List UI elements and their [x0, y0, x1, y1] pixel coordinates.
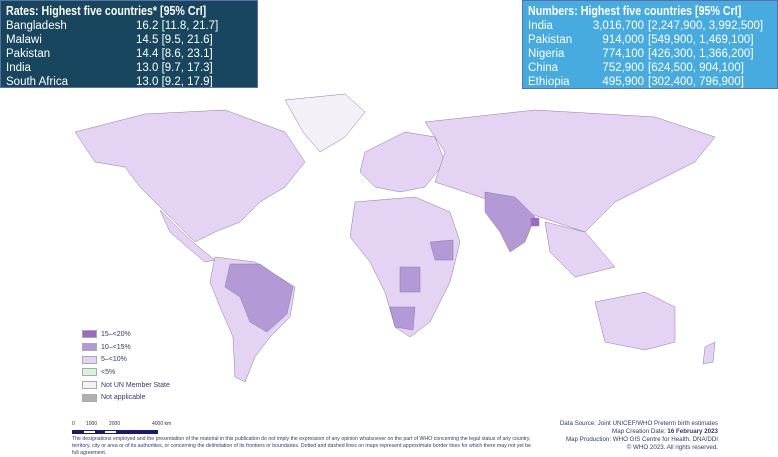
brazil	[224, 263, 294, 333]
legend-label: Not UN Member State	[101, 381, 170, 389]
legend-label: 10–<15%	[101, 343, 131, 351]
rates-row: South Africa 13.0 [9.2, 17.9]	[6, 75, 252, 88]
new-zealand	[702, 341, 716, 365]
creation-date-label: Map Creation Date:	[612, 428, 668, 435]
rates-row: Malawi 14.5 [9.5, 21.6]	[6, 33, 252, 47]
world-map	[74, 93, 716, 383]
legend-item: 5–<10%	[82, 353, 170, 366]
legend-item: Not UN Member State	[82, 379, 170, 392]
rates-title: Rates: Highest five countries* [95% CrI]	[6, 3, 207, 18]
legend-item: 15–<20%	[82, 328, 170, 341]
map-credits: Data Source: Joint UNICEF/WHO Preterm bi…	[560, 420, 718, 452]
rates-row: Bangladesh 16.2 [11.8, 21.7]	[6, 19, 252, 33]
south-asia	[484, 191, 536, 253]
legend-label: Not applicable	[101, 394, 146, 402]
legend-label: 5–<10%	[101, 356, 127, 364]
north-america	[74, 109, 306, 243]
map-production: Map Production: WHO GIS Centre for Healt…	[566, 436, 718, 443]
disclaimer: The designations employed and the presen…	[72, 436, 531, 456]
scale-label: 4000 km	[152, 421, 172, 427]
southeast-asia	[544, 221, 616, 278]
number-value: 3,016,700	[592, 20, 644, 32]
data-source: Data Source: Joint UNICEF/WHO Preterm bi…	[559, 420, 718, 427]
numbers-table: Numbers: Highest five countries [95% CrI…	[522, 0, 778, 89]
number-value: 752,900	[602, 62, 644, 74]
legend-label: <5%	[101, 368, 116, 376]
country-name: Nigeria	[528, 48, 565, 60]
country-name: Pakistan	[528, 34, 573, 46]
bangladesh	[530, 217, 540, 227]
legend-swatch	[82, 368, 97, 377]
legend-swatch	[82, 343, 97, 352]
numbers-row: Ethiopia 495,900 [302,400, 796,900]	[528, 75, 772, 88]
number-value: 774,100	[602, 48, 644, 60]
country-name: Pakistan	[6, 48, 51, 60]
numbers-row: Pakistan 914,000 [549,900, 1,469,100]	[528, 33, 772, 47]
number-interval: [549,900, 1,469,100]	[648, 34, 754, 46]
russia-asia	[424, 109, 716, 233]
legend-item: 10–<15%	[82, 341, 170, 354]
numbers-row: India 3,016,700 [2,247,900, 3,992,500]	[528, 19, 772, 33]
country-name: India	[6, 62, 31, 74]
rate-value: 14.5 [9.5, 21.6]	[136, 34, 213, 46]
africa-high-rates	[389, 239, 454, 331]
legend-swatch	[82, 355, 97, 364]
australia	[594, 291, 676, 351]
scale-label: 0	[72, 421, 75, 427]
rate-value: 16.2 [11.8, 21.7]	[136, 20, 219, 32]
number-interval: [426,300, 1,366,200]	[648, 48, 754, 60]
rate-value: 13.0 [9.2, 17.9]	[136, 76, 213, 88]
legend-label: 15–<20%	[101, 330, 131, 338]
numbers-row: Nigeria 774,100 [426,300, 1,366,200]	[528, 47, 772, 61]
country-name: Bangladesh	[6, 20, 67, 32]
number-interval: [2,247,900, 3,992,500]	[648, 20, 764, 32]
europe	[359, 131, 446, 193]
country-name: South Africa	[6, 76, 69, 88]
legend-item: Not applicable	[82, 391, 170, 404]
rates-row: Pakistan 14.4 [8.6, 23.1]	[6, 47, 252, 61]
legend-swatch	[82, 381, 97, 390]
scale-label: 1000	[86, 421, 98, 427]
creation-date: Map Creation Date: 16 February 2023	[560, 428, 718, 436]
number-value: 914,000	[602, 34, 644, 46]
creation-date-value: 16 February 2023	[667, 428, 718, 435]
legend-swatch	[82, 330, 97, 339]
number-interval: [624,500, 904,100]	[648, 62, 744, 74]
country-name: Ethiopia	[528, 76, 570, 88]
rates-table: Rates: Highest five countries* [95% CrI]…	[0, 0, 258, 88]
country-name: India	[528, 20, 553, 32]
map-legend: 15–<20% 10–<15% 5–<10% <5% Not UN Member Sta…	[82, 328, 170, 404]
numbers-row: China 752,900 [624,500, 904,100]	[528, 61, 772, 75]
country-name: China	[528, 62, 559, 74]
scale-label: 2000	[109, 421, 121, 427]
rate-value: 13.0 [9.7, 17.3]	[136, 62, 213, 74]
number-interval: [302,400, 796,900]	[648, 76, 744, 88]
copyright: © WHO 2023. All rights reserved.	[626, 444, 718, 451]
number-value: 495,900	[602, 76, 644, 88]
numbers-title: Numbers: Highest five countries [95% CrI…	[528, 3, 742, 18]
rate-value: 14.4 [8.6, 23.1]	[136, 48, 213, 60]
legend-swatch	[82, 393, 97, 402]
scale-bar: 0 1000 2000 4000 km	[72, 421, 171, 434]
greenland	[284, 93, 366, 153]
legend-item: <5%	[82, 366, 170, 379]
rates-row: India 13.0 [9.7, 17.3]	[6, 61, 252, 75]
country-name: Malawi	[6, 34, 42, 46]
